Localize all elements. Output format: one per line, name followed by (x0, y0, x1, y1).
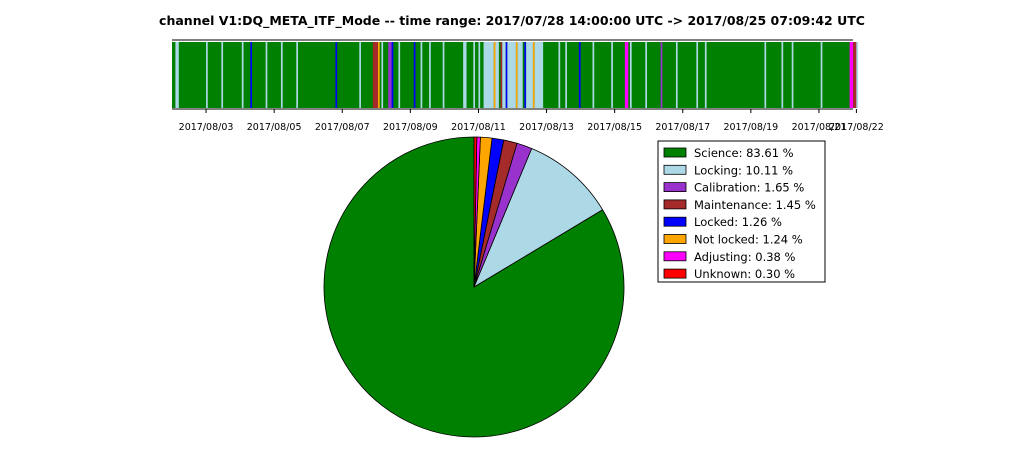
timeline-segment (820, 42, 823, 108)
timeline-segment (675, 42, 678, 108)
timeline-segment (442, 42, 445, 108)
timeline-chart: 2017/08/03 2017/08/05 2017/08/07 2017/08/09… (172, 39, 884, 133)
timeline-segment (526, 42, 533, 108)
timeline-tick-label: 2017/08/07 (315, 122, 370, 133)
timeline-segment (558, 42, 561, 108)
legend-swatch (663, 216, 687, 227)
legend-entry: Calibration: 1.65 % (694, 181, 804, 195)
timeline-segment (280, 42, 283, 108)
timeline-segment (611, 42, 613, 108)
legend-swatch (663, 199, 687, 210)
timeline-segment (463, 42, 467, 108)
legend-entry: Adjusting: 0.38 % (694, 250, 796, 264)
timeline-tick-label: 2017/08/17 (655, 122, 710, 133)
legend-entry: Locking: 10.11 % (694, 163, 793, 177)
timeline-segment (265, 42, 268, 108)
timeline-segment (696, 42, 699, 108)
timeline-segment (515, 42, 518, 108)
timeline-segment (524, 42, 527, 108)
timeline-segment (505, 42, 508, 108)
timeline-tick-label: 2017/08/11 (451, 122, 506, 133)
timeline-segment (381, 42, 384, 108)
timeline-segment (335, 42, 338, 108)
timeline-segment (507, 42, 516, 108)
legend-entry: Maintenance: 1.45 % (694, 198, 816, 212)
timeline-tick-label: 2017/08/21 (792, 122, 847, 133)
timeline-tick-label: 2017/08/03 (179, 122, 234, 133)
timeline-tick-label: 2017/08/05 (247, 122, 302, 133)
legend-swatch (663, 234, 687, 244)
legend-entry: Locked: 1.26 % (694, 215, 782, 229)
timeline-segment (250, 42, 253, 108)
timeline-segment (849, 42, 853, 108)
legend-swatch (663, 251, 687, 262)
timeline-tick-label: 2017/08/09 (383, 122, 438, 133)
chart-title: channel V1:DQ_META_ITF_Mode -- time rang… (159, 13, 865, 28)
legend-swatch (663, 182, 687, 193)
timeline-segment (853, 42, 857, 108)
timeline-segment (429, 42, 431, 108)
timeline-segment (388, 42, 392, 108)
timeline-segment (856, 42, 859, 108)
timeline-segment (629, 42, 632, 108)
timeline-segment (473, 42, 476, 108)
timeline-segment (645, 42, 647, 108)
timeline-segment (578, 42, 581, 108)
timeline-segment (378, 42, 380, 108)
timeline-segment (534, 42, 544, 108)
timeline-tick-label: 2017/08/19 (723, 122, 778, 133)
timeline-segment (781, 42, 784, 108)
timeline-segment (592, 42, 595, 108)
timeline-segment (359, 42, 361, 108)
pie-slice-locking (473, 148, 603, 288)
timeline-tick-label: 2017/08/13 (519, 122, 574, 133)
legend-swatch (663, 164, 687, 175)
timeline-segment (413, 42, 416, 108)
timeline-segment (502, 42, 506, 108)
timeline-segment (532, 42, 535, 108)
timeline-segment (483, 42, 494, 108)
timeline-segment (478, 42, 481, 108)
timeline-segment (791, 42, 794, 108)
timeline-segment (372, 42, 379, 108)
timeline-segment (493, 42, 496, 108)
timeline-segment (420, 42, 423, 108)
timeline-segment (391, 42, 394, 108)
pie-slice-unknown (473, 136, 478, 288)
legend-entry: Not locked: 1.24 % (694, 233, 803, 247)
legend-swatch (663, 268, 687, 279)
pie-slice-science (323, 136, 625, 438)
timeline-segment (565, 42, 567, 108)
timeline-segment (764, 42, 767, 108)
legend-entry: Science: 83.61 % (694, 146, 794, 160)
timeline-segment (296, 42, 298, 108)
timeline-segment (206, 42, 208, 108)
timeline-segment (500, 42, 503, 108)
timeline-segment (517, 42, 523, 108)
timeline-segment (495, 42, 499, 108)
timeline-segment (660, 42, 663, 108)
timeline-segment (241, 42, 244, 108)
timeline-segment (221, 42, 224, 108)
timeline-tick-label: 2017/08/15 (587, 122, 642, 133)
timeline-tick-label: 2017/08/22 (829, 122, 884, 133)
timeline-segment (704, 42, 707, 108)
timeline-segment (398, 42, 401, 108)
timeline-segment (175, 42, 179, 108)
legend-entry: Unknown: 0.30 % (694, 267, 795, 281)
legend-swatch (663, 147, 687, 158)
timeline-segment (624, 42, 629, 108)
